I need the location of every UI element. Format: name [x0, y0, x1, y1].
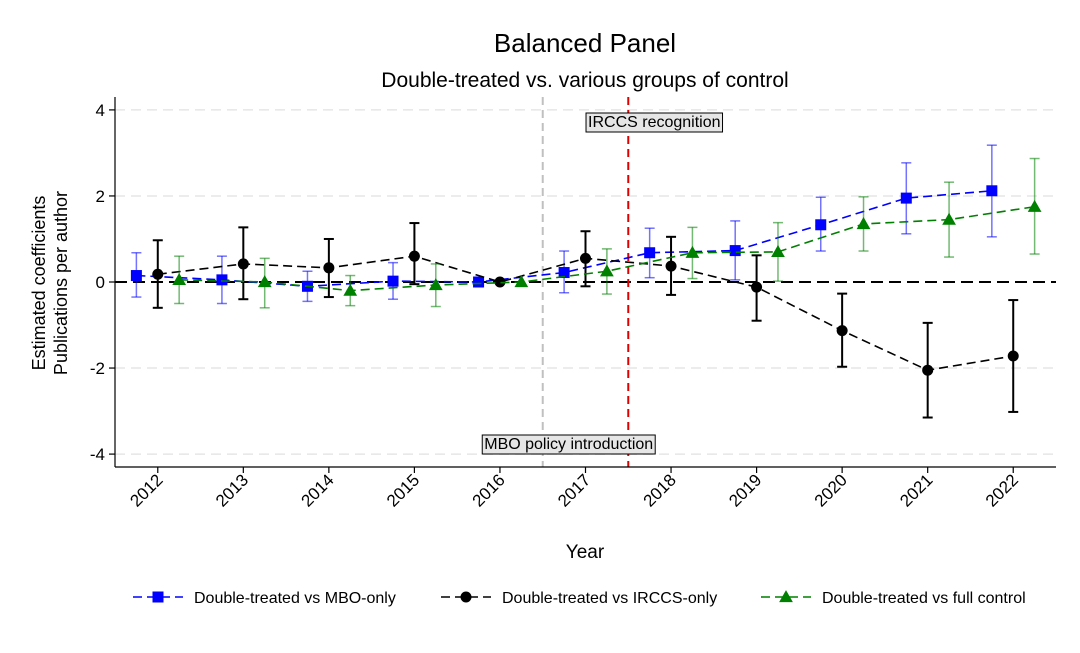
y-axis-label-line1: Estimated coefficients: [29, 196, 49, 371]
x-tick-label: 2020: [811, 470, 851, 510]
data-point: [323, 262, 335, 274]
reference-line-label-box: [585, 112, 724, 133]
data-point: [514, 275, 529, 288]
legend: Double-treated vs MBO-only Double-treated…: [133, 590, 1026, 607]
y-tick-label: -4: [90, 445, 105, 464]
legend-marker: [152, 591, 164, 603]
data-point: [751, 281, 763, 293]
chart-subtitle: Double-treated vs. various groups of con…: [381, 69, 788, 92]
data-point: [644, 247, 656, 259]
data-point: [942, 212, 956, 225]
data-point: [387, 275, 399, 287]
reference-line-label: IRCCS recognition: [585, 112, 724, 133]
x-axis-label: Year: [566, 542, 605, 563]
chart-title: Balanced Panel: [494, 28, 676, 58]
data-point: [836, 325, 848, 337]
data-point: [986, 185, 998, 197]
legend-label: Double-treated vs IRCCS-only: [502, 590, 717, 607]
legend-marker: [460, 591, 472, 603]
data-point: [900, 192, 912, 204]
data-point: [665, 260, 677, 272]
x-tick-label: 2012: [126, 470, 166, 510]
data-point: [580, 252, 591, 264]
data-point: [771, 245, 785, 258]
data-point: [494, 276, 506, 288]
plot-area: -4 -2 0 2 4 2012 2013 2014 2015 2016 2017 2018 2019 2…: [90, 97, 1056, 511]
legend-marker: [779, 590, 793, 603]
x-tick-label: 2019: [725, 470, 765, 510]
reference-line-label-box: [481, 434, 656, 455]
series-line: [179, 205, 1035, 292]
data-point: [343, 283, 358, 296]
data-point: [473, 276, 485, 288]
data-point: [685, 245, 700, 258]
legend-label: Double-treated vs MBO-only: [194, 590, 396, 607]
reference-line-label: MBO policy introduction: [481, 434, 656, 455]
x-tick-label: 2018: [640, 470, 680, 510]
data-point: [1007, 350, 1019, 362]
x-tick-label: 2015: [383, 470, 423, 510]
data-point: [856, 217, 871, 230]
data-point: [152, 268, 164, 280]
y-tick-label: 2: [96, 187, 105, 206]
data-point: [600, 264, 614, 277]
data-point: [257, 275, 272, 288]
x-tick-label: 2014: [298, 470, 338, 510]
data-point: [408, 250, 420, 262]
legend-label: Double-treated vs full control: [822, 590, 1026, 607]
x-tick-label: 2022: [982, 470, 1022, 510]
y-tick-label: -2: [90, 359, 105, 378]
data-point: [216, 274, 228, 286]
data-point: [428, 278, 443, 291]
y-tick-label: 4: [96, 101, 105, 120]
data-point: [558, 267, 570, 279]
x-tick-label: 2016: [469, 470, 509, 510]
y-axis-label-line2: Publications per author: [51, 191, 71, 375]
data-point: [729, 245, 741, 257]
data-point: [130, 270, 142, 282]
y-tick-label: 0: [96, 273, 105, 292]
data-point: [237, 258, 249, 270]
data-point: [1027, 199, 1042, 212]
reference-line-label-text: MBO policy introduction: [484, 436, 653, 453]
reference-line-label-text: IRCCS recognition: [588, 114, 721, 131]
data-point: [815, 219, 827, 231]
data-point: [922, 364, 934, 376]
x-tick-label: 2013: [212, 470, 252, 510]
data-point: [172, 272, 187, 286]
x-tick-label: 2017: [554, 470, 594, 510]
x-tick-label: 2021: [896, 470, 936, 510]
